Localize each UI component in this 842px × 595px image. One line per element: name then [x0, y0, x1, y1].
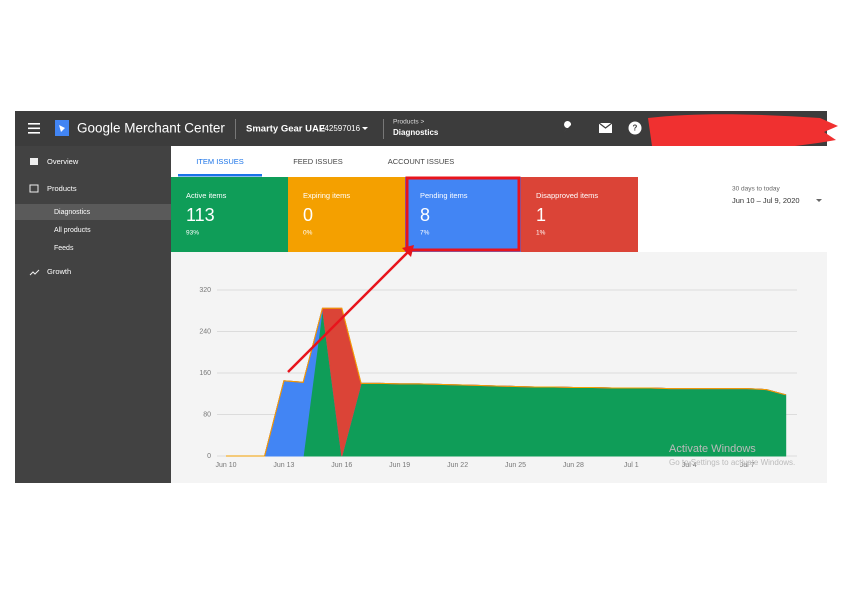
y-tick-label: 160 [199, 370, 211, 377]
account-id: 242597016 [320, 124, 361, 133]
y-tick-label: 0 [207, 453, 211, 460]
account-name[interactable]: Smarty Gear UAE [246, 124, 325, 135]
card-value: 1 [536, 205, 546, 225]
products-icon [29, 184, 39, 193]
card-percent: 7% [420, 230, 430, 237]
sidebar-subitem[interactable]: Feeds [54, 245, 74, 252]
sidebar [15, 146, 171, 483]
card[interactable] [405, 177, 522, 252]
arrow-head [402, 245, 414, 257]
mail-flap [598, 122, 613, 129]
card-percent: 0% [303, 230, 313, 237]
x-tick-label: Jun 19 [389, 462, 410, 469]
watermark-title: Activate Windows [669, 443, 756, 455]
y-tick-label: 320 [199, 287, 211, 294]
card-label: Pending items [420, 191, 468, 200]
dropdown-caret[interactable] [362, 127, 368, 130]
help-glyph: ? [633, 124, 638, 133]
card[interactable] [288, 177, 405, 252]
sidebar-selected [15, 204, 171, 220]
y-tick-label: 240 [199, 328, 211, 335]
overview-icon [30, 158, 38, 165]
tab-indicator [178, 174, 262, 177]
growth-icon [29, 269, 40, 276]
x-tick-label: Jul 7 [740, 462, 755, 469]
sidebar-item[interactable]: Overview [47, 157, 79, 166]
date-range[interactable]: Jun 10 – Jul 9, 2020 [732, 196, 800, 205]
x-tick-label: Jun 25 [505, 462, 526, 469]
card[interactable] [171, 177, 288, 252]
x-tick-label: Jul 1 [624, 462, 639, 469]
card[interactable] [521, 177, 638, 252]
date-caret[interactable] [816, 199, 822, 202]
card-label: Expiring items [303, 191, 350, 200]
y-tick-label: 80 [203, 411, 211, 418]
highlight-box [405, 176, 521, 252]
sidebar-subitem[interactable]: All products [54, 227, 91, 234]
help-icon[interactable] [628, 121, 642, 135]
tab[interactable]: ITEM ISSUES [196, 157, 244, 166]
card-label: Active items [186, 191, 227, 200]
x-tick-label: Jun 16 [331, 462, 352, 469]
date-caption: 30 days to today [732, 186, 780, 193]
x-tick-label: Jul 4 [682, 462, 697, 469]
page-title: Diagnostics [393, 128, 439, 137]
tab[interactable]: FEED ISSUES [293, 157, 343, 166]
breadcrumb[interactable]: Products > [393, 119, 424, 126]
x-tick-label: Jun 28 [563, 462, 584, 469]
annotation-arrow [287, 251, 409, 373]
sidebar-item[interactable]: Products [47, 184, 77, 193]
sidebar-item[interactable]: Growth [47, 267, 71, 276]
x-tick-label: Jun 13 [273, 462, 294, 469]
area [226, 307, 786, 457]
x-tick-label: Jun 22 [447, 462, 468, 469]
tab-bar [171, 146, 827, 177]
divider [383, 119, 384, 139]
logo-tag [59, 125, 65, 132]
card-percent: 1% [536, 230, 546, 237]
card-value: 0 [303, 205, 313, 225]
sidebar-subitem[interactable]: Diagnostics [54, 209, 91, 216]
card-value: 113 [186, 205, 215, 225]
card-percent: 93% [186, 230, 199, 237]
x-tick-label: Jun 10 [215, 462, 236, 469]
app-name: Google Merchant Center [77, 121, 225, 136]
card-label: Disapproved items [536, 191, 598, 200]
divider [235, 119, 236, 139]
tab[interactable]: ACCOUNT ISSUES [388, 157, 455, 166]
card-value: 8 [420, 205, 430, 225]
watermark-subtitle: Go to Settings to activate Windows. [669, 458, 795, 467]
tools-icon[interactable] [562, 121, 572, 134]
menu-icon[interactable] [28, 123, 40, 134]
